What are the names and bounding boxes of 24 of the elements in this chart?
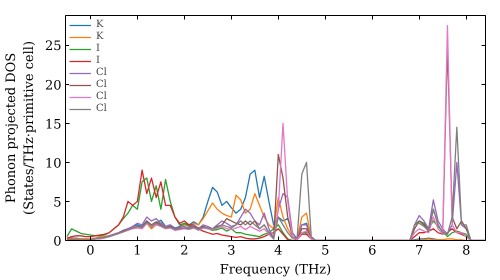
x-tick-label: 8 [462, 244, 470, 258]
x-tick-label: 0 [86, 244, 95, 258]
legend-label: K [96, 19, 105, 30]
x-tick-label: 5 [321, 244, 330, 258]
y-tick-label: 20 [44, 78, 62, 94]
x-tick-label: 3 [227, 244, 236, 258]
legend-label: Cl [96, 91, 108, 102]
y-tick-label: 15 [44, 117, 62, 132]
legend-label: Cl [96, 103, 108, 114]
legend-label: Cl [96, 79, 108, 90]
y-tick-label: 25 [44, 39, 62, 54]
y-axis-title: Phonon projected DOS (States/THz·primitive cell) [4, 40, 37, 215]
legend-label: Cl [96, 67, 108, 78]
legend-label: K [96, 31, 105, 42]
x-tick-label: 6 [368, 244, 376, 258]
legend-label: I [96, 43, 101, 54]
x-tick-label: 7 [415, 244, 424, 258]
x-tick-label: 2 [180, 244, 189, 258]
y-tick-label: 10 [44, 156, 62, 172]
x-tick-label: 4 [274, 244, 282, 258]
x-tick-label: 1 [133, 244, 142, 258]
legend-label: I [96, 55, 101, 66]
y-tick-label: 5 [53, 195, 62, 210]
x-axis-title: Frequency (THz) [220, 262, 332, 278]
